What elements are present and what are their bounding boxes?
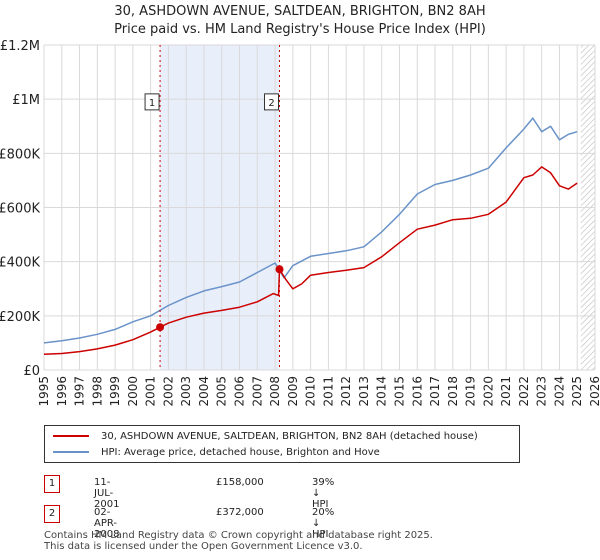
y-tick-label: £600K	[0, 202, 40, 217]
transaction-badge: 2	[44, 505, 60, 523]
x-tick-label: 2011	[321, 376, 335, 407]
sale-label-box	[264, 93, 280, 111]
legend-item-hpi: HPI: Average price, detached house, Brig…	[53, 445, 380, 459]
x-tick-label: 2019	[464, 376, 478, 407]
x-tick-label: 2006	[233, 376, 247, 407]
x-tick-label: 2023	[535, 376, 549, 407]
hpi-line	[43, 117, 578, 344]
price-paid-line	[43, 166, 578, 356]
x-tick-label: 2014	[375, 376, 389, 407]
x-tick-label: 2021	[499, 376, 513, 407]
x-tick-label: 1997	[73, 376, 87, 407]
y-tick-label: £0	[23, 364, 40, 379]
transaction-hpi-diff: 20% ↓ HPI	[312, 507, 335, 540]
attribution: Contains HM Land Registry data © Crown c…	[44, 530, 433, 552]
transaction-price: £372,000	[216, 507, 264, 518]
legend-swatch-price	[53, 435, 89, 437]
x-tick-label: 2000	[126, 376, 140, 407]
legend: 30, ASHDOWN AVENUE, SALTDEAN, BRIGHTON, …	[44, 425, 520, 463]
x-tick-label: 2016	[410, 376, 424, 407]
sale-label-number: 1	[149, 98, 155, 109]
x-tick-label: 1995	[37, 376, 51, 407]
attribution-line2: This data is licensed under the Open Gov…	[44, 541, 363, 552]
x-tick-label: 2018	[446, 376, 460, 407]
legend-label-hpi: HPI: Average price, detached house, Brig…	[101, 446, 380, 458]
chart-title-line1: 30, ASHDOWN AVENUE, SALTDEAN, BRIGHTON, …	[114, 4, 486, 19]
transaction-hpi-diff: 39% ↓ HPI	[312, 477, 335, 510]
x-tick-label: 2015	[392, 376, 406, 407]
x-tick-label: 2007	[250, 376, 264, 407]
transaction-badge: 1	[44, 475, 60, 493]
x-tick-label: 2022	[517, 376, 531, 407]
attribution-line1: Contains HM Land Registry data © Crown c…	[44, 530, 433, 541]
chart-title-line2: Price paid vs. HM Land Registry's House …	[114, 22, 486, 37]
transaction-date: 02-APR-2008	[94, 507, 120, 540]
price-chart: £0 £200K £400K £600K £800K £1M £1.2M 1995 1996 19…	[0, 39, 600, 407]
x-tick-label: 2004	[197, 376, 211, 407]
x-tick-label: 2012	[339, 376, 353, 407]
x-tick-label: 2010	[304, 376, 318, 407]
x-tick-label: 1996	[55, 376, 69, 407]
x-tick-label: 2013	[357, 376, 371, 407]
y-tick-label: £1M	[12, 93, 40, 108]
sale-label-box	[144, 93, 160, 111]
x-tick-label: 1999	[108, 376, 122, 407]
transaction-date: 11-JUL-2001	[94, 477, 120, 510]
x-tick-label: 2003	[179, 376, 193, 407]
legend-item-price: 30, ASHDOWN AVENUE, SALTDEAN, BRIGHTON, …	[53, 429, 478, 443]
sale-label-number: 2	[268, 98, 274, 109]
sale-point	[275, 265, 284, 274]
transaction-price: £158,000	[216, 477, 264, 488]
x-tick-label: 2008	[268, 376, 282, 407]
y-tick-label: £200K	[0, 310, 40, 325]
x-tick-label: 2001	[144, 376, 158, 407]
legend-label-price: 30, ASHDOWN AVENUE, SALTDEAN, BRIGHTON, …	[101, 430, 478, 442]
x-tick-label: 2026	[588, 376, 600, 407]
x-tick-label: 2024	[552, 376, 566, 407]
legend-swatch-hpi	[53, 451, 89, 453]
y-tick-label: £400K	[0, 256, 40, 271]
x-tick-label: 2025	[570, 376, 584, 407]
y-tick-label: £800K	[0, 147, 40, 162]
x-tick-label: 2017	[428, 376, 442, 407]
x-tick-label: 2009	[286, 376, 300, 407]
x-tick-label: 2005	[215, 376, 229, 407]
y-tick-label: £1.2M	[0, 39, 40, 54]
sale-point	[156, 323, 165, 332]
x-tick-label: 2020	[481, 376, 495, 407]
x-tick-label: 2002	[161, 376, 175, 407]
x-tick-label: 1998	[90, 376, 104, 407]
